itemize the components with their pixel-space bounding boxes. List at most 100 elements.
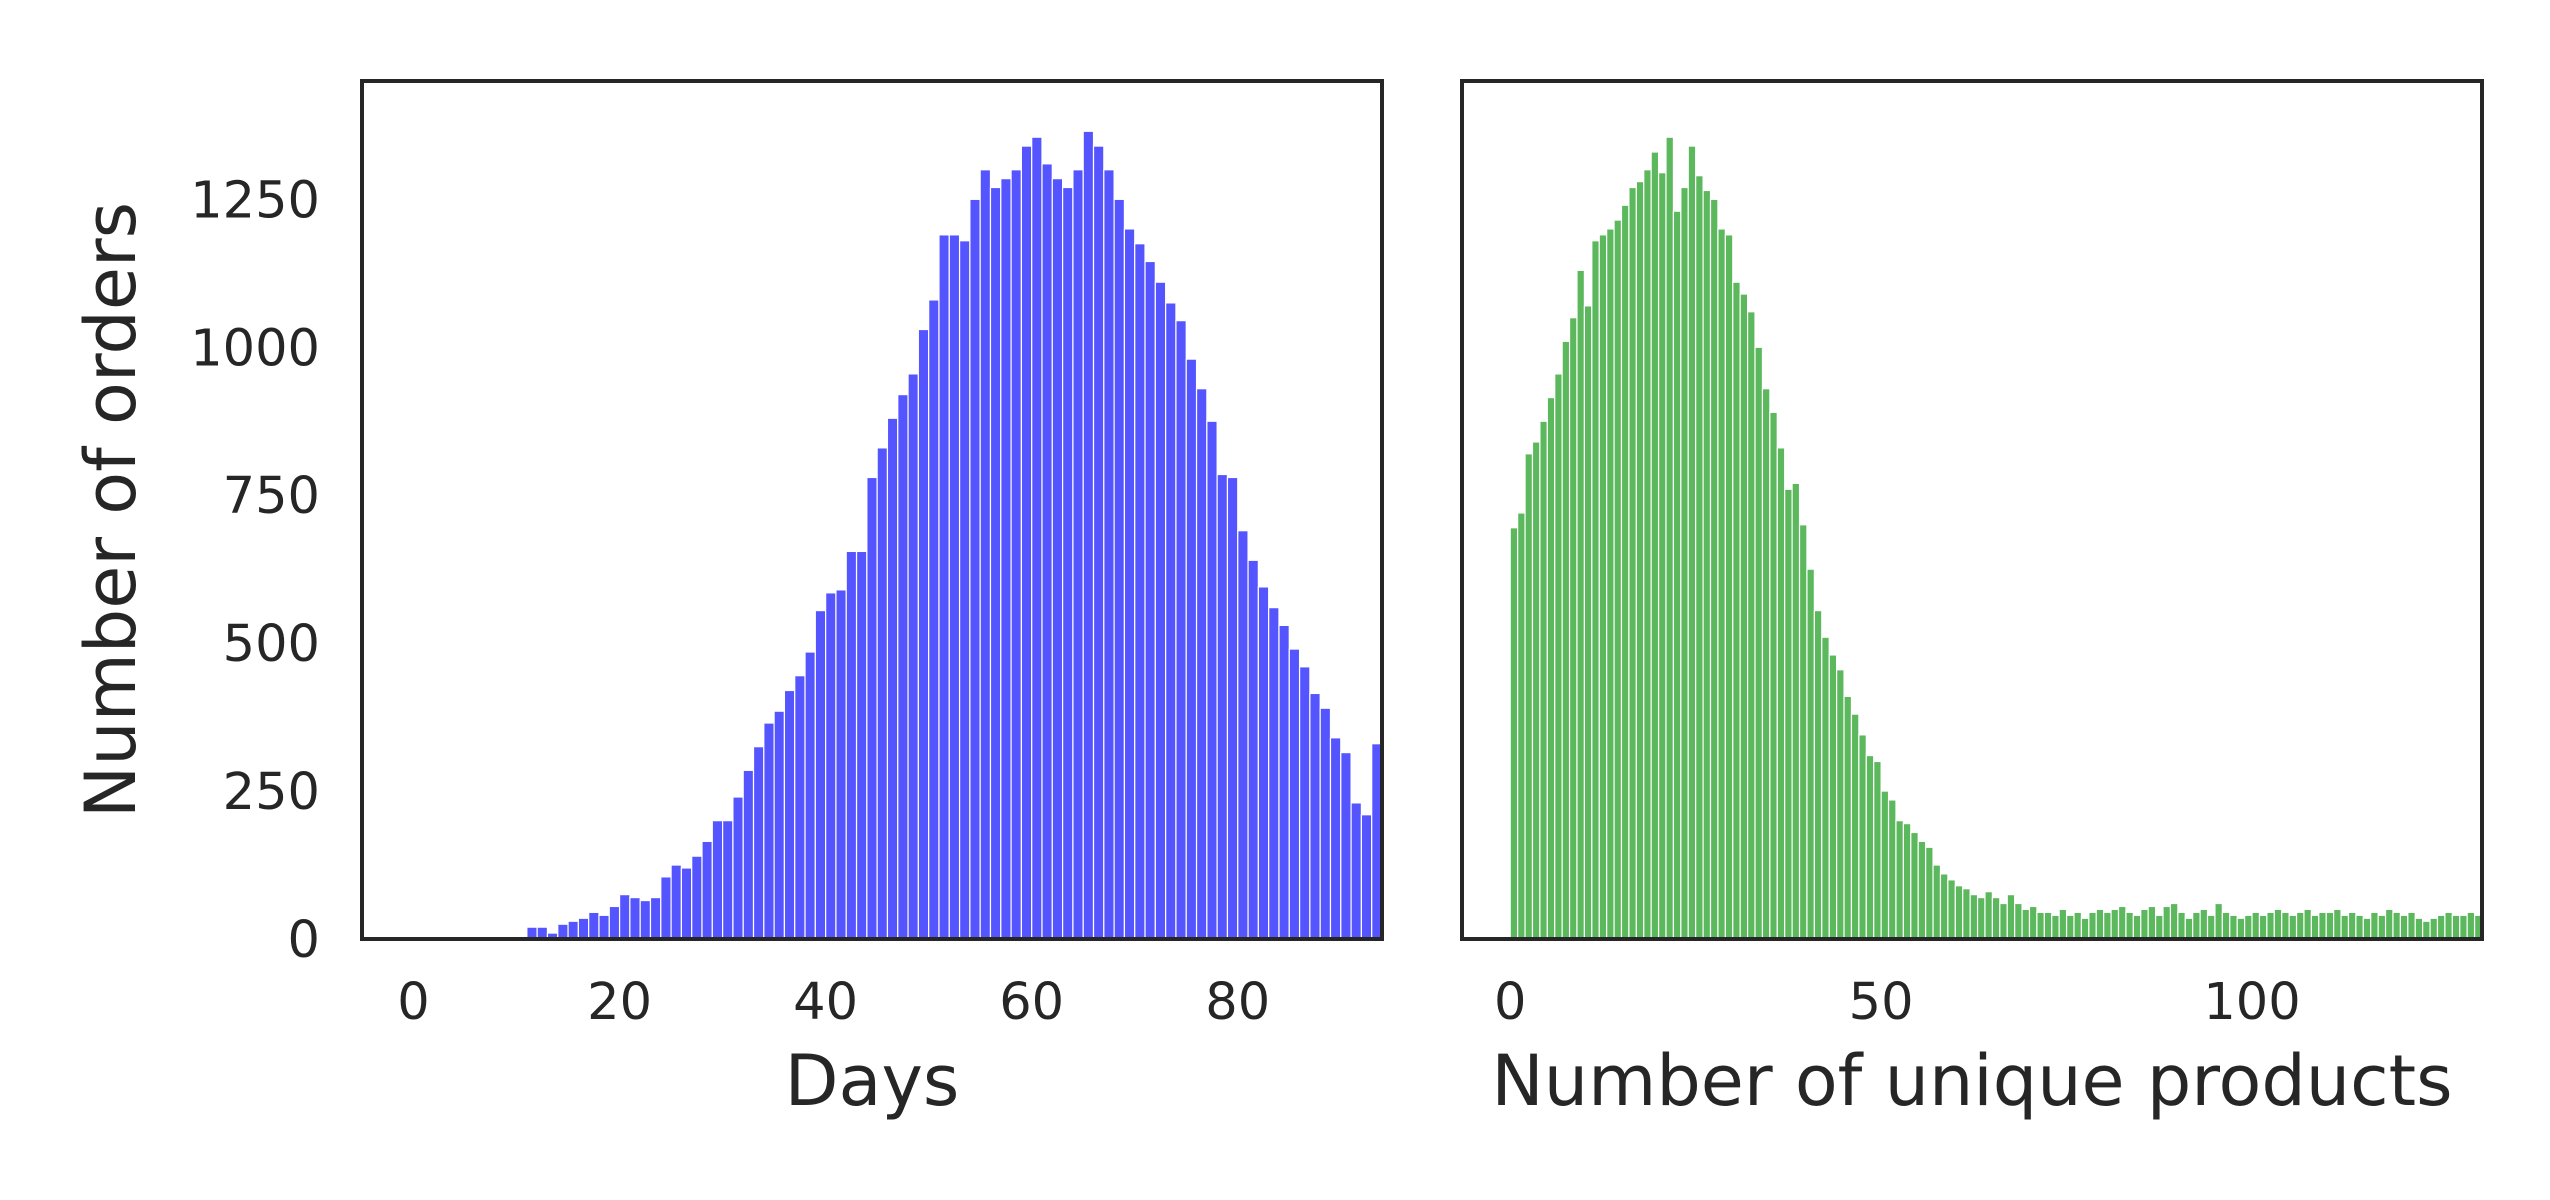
bar-unique-products-39 bbox=[1798, 524, 1808, 940]
bar-unique-products-26 bbox=[1702, 189, 1712, 940]
bar-unique-products-60 bbox=[1954, 885, 1964, 940]
bar-unique-products-16 bbox=[1628, 186, 1637, 940]
y-tick-label-days-0: 0 bbox=[288, 911, 320, 970]
bar-days-66 bbox=[1206, 420, 1218, 940]
bar-days-71 bbox=[1257, 586, 1270, 940]
bar-days-62 bbox=[1165, 302, 1177, 940]
bar-days-52 bbox=[1062, 186, 1074, 940]
bar-days-30 bbox=[835, 589, 847, 940]
x-ticks-days: 0 20 40 60 80 bbox=[397, 973, 1270, 1032]
bar-days-24 bbox=[773, 710, 786, 940]
bar-unique-products-115 bbox=[2362, 917, 2372, 940]
bar-unique-products-102 bbox=[2266, 911, 2275, 940]
bar-days-44 bbox=[979, 169, 992, 940]
bar-unique-products-100 bbox=[2251, 911, 2261, 940]
bar-unique-products-106 bbox=[2295, 911, 2305, 940]
bar-unique-products-24 bbox=[1687, 145, 1697, 940]
bar-days-3 bbox=[557, 923, 569, 940]
bar-days-75 bbox=[1298, 666, 1311, 940]
bar-days-14 bbox=[670, 864, 682, 940]
x-tick-label-unique-products-0: 0 bbox=[1494, 973, 1526, 1032]
plot-frame-unique-products bbox=[1460, 79, 2484, 941]
bar-unique-products-111 bbox=[2333, 908, 2342, 940]
bar-unique-products-84 bbox=[2132, 914, 2142, 940]
bar-unique-products-25 bbox=[1695, 175, 1704, 940]
bar-unique-products-74 bbox=[2058, 908, 2068, 940]
bar-days-63 bbox=[1175, 320, 1187, 940]
bar-unique-products-41 bbox=[1813, 609, 1823, 940]
chart-days: 0 20 40 60 80 0 250 500 750 1000 1250 Days Number… bbox=[70, 79, 1384, 1122]
bar-days-16 bbox=[691, 855, 703, 940]
bar-unique-products-7 bbox=[1561, 340, 1571, 940]
bar-days-49 bbox=[1031, 136, 1043, 940]
bar-unique-products-45 bbox=[1843, 695, 1853, 940]
bar-unique-products-71 bbox=[2036, 911, 2045, 940]
bar-unique-products-35 bbox=[1769, 411, 1778, 940]
bar-days-64 bbox=[1185, 358, 1198, 940]
bar-unique-products-23 bbox=[1680, 186, 1689, 940]
bar-unique-products-59 bbox=[1947, 879, 1956, 940]
bar-unique-products-113 bbox=[2347, 911, 2357, 940]
bar-days-39 bbox=[928, 299, 940, 940]
bar-unique-products-119 bbox=[2392, 911, 2401, 940]
bar-days-41 bbox=[948, 234, 961, 940]
x-tick-label-unique-products-1: 50 bbox=[1849, 973, 1914, 1032]
bar-unique-products-68 bbox=[2014, 902, 2023, 940]
bar-unique-products-19 bbox=[1650, 151, 1660, 940]
bar-days-34 bbox=[876, 447, 889, 940]
bar-unique-products-17 bbox=[1635, 180, 1645, 940]
bar-unique-products-128 bbox=[2459, 914, 2468, 940]
bar-unique-products-47 bbox=[1858, 734, 1867, 940]
bars-unique-products bbox=[1509, 136, 2483, 940]
bar-unique-products-93 bbox=[2199, 908, 2209, 940]
bar-unique-products-78 bbox=[2088, 911, 2097, 940]
bar-days-13 bbox=[660, 876, 672, 940]
bar-days-12 bbox=[649, 896, 662, 940]
bar-unique-products-90 bbox=[2177, 911, 2186, 940]
bar-unique-products-9 bbox=[1576, 269, 1585, 940]
bar-unique-products-36 bbox=[1776, 447, 1786, 940]
x-tick-label-days-3: 60 bbox=[999, 973, 1064, 1032]
bar-days-56 bbox=[1103, 169, 1115, 940]
bar-days-22 bbox=[752, 746, 765, 940]
bar-unique-products-96 bbox=[2221, 911, 2231, 940]
bar-days-36 bbox=[897, 394, 909, 940]
y-tick-label-days-2: 500 bbox=[223, 615, 320, 674]
bar-unique-products-73 bbox=[2051, 914, 2060, 940]
bar-unique-products-95 bbox=[2214, 902, 2223, 940]
bar-unique-products-42 bbox=[1821, 636, 1830, 940]
bar-days-79 bbox=[1340, 752, 1352, 940]
bar-days-32 bbox=[855, 550, 868, 940]
bar-unique-products-27 bbox=[1709, 198, 1719, 940]
bar-days-6 bbox=[588, 911, 600, 940]
bar-unique-products-48 bbox=[1865, 754, 1875, 940]
bar-days-69 bbox=[1237, 530, 1249, 940]
bar-unique-products-72 bbox=[2043, 911, 2053, 940]
bar-unique-products-80 bbox=[2103, 911, 2112, 940]
bar-unique-products-69 bbox=[2021, 908, 2031, 940]
bar-unique-products-0 bbox=[1509, 527, 1519, 940]
bar-unique-products-124 bbox=[2429, 917, 2439, 940]
x-axis-label-days: Days bbox=[785, 1040, 960, 1122]
bar-days-5 bbox=[577, 917, 590, 940]
bar-unique-products-117 bbox=[2377, 914, 2387, 940]
bar-unique-products-120 bbox=[2399, 914, 2409, 940]
bar-days-45 bbox=[989, 186, 1002, 940]
y-tick-label-days-5: 1250 bbox=[190, 171, 320, 230]
bar-unique-products-85 bbox=[2140, 908, 2149, 940]
plot-frame-days bbox=[360, 79, 1384, 941]
bar-unique-products-1 bbox=[1517, 512, 1526, 940]
bar-unique-products-126 bbox=[2444, 911, 2453, 940]
bar-unique-products-70 bbox=[2028, 905, 2038, 940]
bar-unique-products-98 bbox=[2236, 917, 2246, 940]
bar-unique-products-107 bbox=[2303, 908, 2312, 940]
bar-unique-products-123 bbox=[2422, 920, 2431, 940]
x-ticks-unique-products: 0 50 100 bbox=[1494, 973, 2301, 1032]
bar-days-31 bbox=[845, 550, 858, 940]
bar-days-57 bbox=[1113, 198, 1126, 940]
bar-days-60 bbox=[1144, 260, 1156, 940]
bar-days-76 bbox=[1309, 692, 1321, 940]
bar-unique-products-121 bbox=[2407, 911, 2416, 940]
x-tick-label-days-0: 0 bbox=[397, 973, 429, 1032]
bar-unique-products-86 bbox=[2147, 905, 2157, 940]
